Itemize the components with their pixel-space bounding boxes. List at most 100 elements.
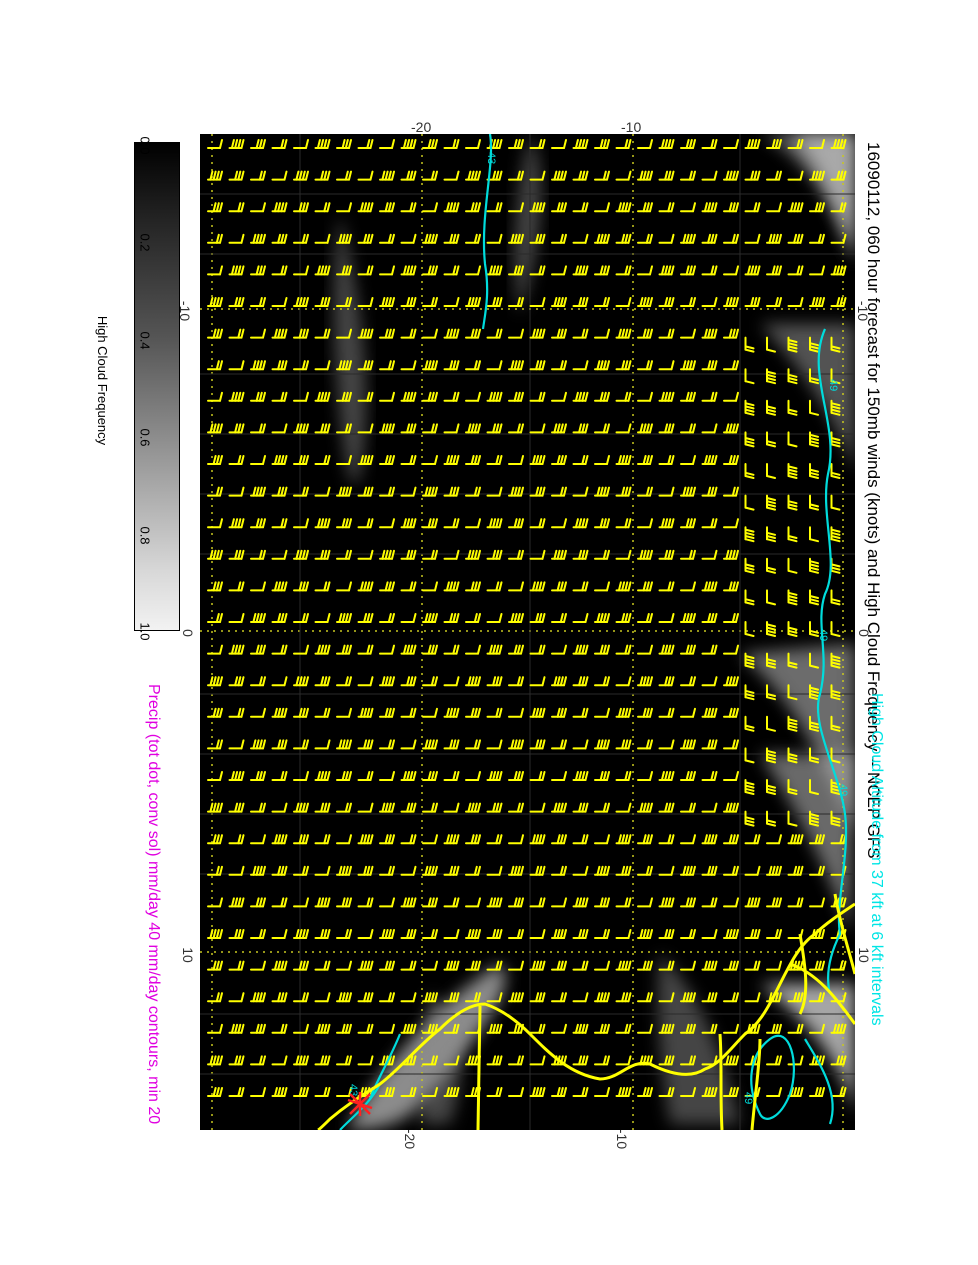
wind-barb-icon <box>680 739 696 750</box>
wind-barb-icon <box>486 834 503 845</box>
colorbar-label: 0.2 <box>137 233 153 252</box>
wind-barb-icon <box>615 865 632 876</box>
wind-barb-icon <box>357 929 374 939</box>
wind-barb-icon <box>658 929 675 939</box>
wind-barb-icon <box>486 739 503 750</box>
wind-barb-icon <box>250 644 266 655</box>
wind-barb-icon <box>658 455 675 465</box>
wind-barb-icon <box>228 423 245 434</box>
wind-barb-icon <box>809 494 819 511</box>
wind-barb-icon <box>250 1055 266 1066</box>
cloud-altitude-caption: High Cloud Altitude from 37 kft at 6 kft… <box>868 693 885 1026</box>
wind-barb-icon <box>228 328 245 339</box>
wind-barb-icon <box>271 960 288 971</box>
wind-barb-icon <box>207 486 223 497</box>
wind-barb-icon <box>379 265 395 276</box>
wind-barb-icon <box>379 581 395 592</box>
wind-barb-icon <box>572 613 589 623</box>
wind-barb-icon <box>336 739 352 750</box>
wind-barb-icon <box>422 834 438 845</box>
wind-barb-icon <box>400 486 417 497</box>
wind-barb-icon <box>766 463 776 479</box>
wind-barb-icon <box>572 139 589 149</box>
wind-barb-icon <box>701 802 718 813</box>
wind-barb-icon <box>766 621 776 637</box>
wind-barb-icon <box>422 929 438 939</box>
wind-barb-icon <box>228 202 245 213</box>
wind-barb-icon <box>207 707 223 718</box>
wind-barb-icon <box>508 360 524 371</box>
wind-barb-icon <box>744 865 761 876</box>
wind-barb-icon <box>551 739 567 750</box>
wind-barb-icon <box>379 423 395 434</box>
wind-barb-icon <box>336 202 352 213</box>
wind-barb-icon <box>207 865 223 876</box>
wind-barb-icon <box>486 455 503 465</box>
wind-barb-icon <box>314 202 331 213</box>
wind-barb-icon <box>809 960 825 971</box>
wind-barb-icon <box>271 328 288 339</box>
coastlines <box>317 893 855 1130</box>
wind-barb-icon <box>637 170 653 181</box>
wind-barb-icon <box>508 170 524 181</box>
wind-barb-icon <box>207 139 223 149</box>
wind-barb-icon <box>637 486 653 497</box>
wind-barb-icon <box>486 202 503 213</box>
wind-barb-icon <box>744 747 755 764</box>
wind-barb-icon <box>680 202 696 213</box>
wind-barb-icon <box>508 518 524 529</box>
wind-barb-icon <box>250 581 266 592</box>
wind-barb-icon <box>465 897 481 908</box>
wind-barb-icon <box>293 518 309 529</box>
wind-barb-icon <box>637 265 653 276</box>
wind-barb-icon <box>357 391 374 402</box>
wind-barb-icon <box>443 202 460 213</box>
wind-barb-icon <box>529 265 546 276</box>
wind-barb-icon <box>701 739 718 750</box>
wind-barb-icon <box>443 1023 460 1034</box>
wind-barb-icon <box>422 486 438 497</box>
wind-barb-icon <box>336 486 352 497</box>
wind-barb-icon <box>529 834 546 845</box>
wind-barb-icon <box>228 581 245 592</box>
wind-barb-icon <box>637 328 653 339</box>
wind-barb-icon <box>787 265 804 276</box>
wind-barb-icon <box>293 581 309 592</box>
wind-barb-icon <box>336 1055 352 1066</box>
wind-barb-icon <box>508 455 524 465</box>
tick-right: -10 <box>855 300 872 322</box>
wind-barb-icon <box>314 644 331 655</box>
wind-barb-icon <box>271 139 288 149</box>
wind-barb-icon <box>529 297 546 307</box>
wind-barb-icon <box>228 802 245 813</box>
wind-barb-icon <box>336 1087 352 1097</box>
wind-barb-icon <box>787 589 798 606</box>
wind-barb-icon <box>658 328 675 339</box>
wind-barb-icon <box>379 897 395 908</box>
wind-barb-icon <box>486 518 503 529</box>
wind-barb-icon <box>723 328 739 339</box>
wind-barb-icon <box>637 865 653 876</box>
wind-barb-icon <box>508 771 524 781</box>
wind-barb-icon <box>809 233 825 244</box>
wind-barb-icon <box>293 960 309 971</box>
wind-barb-icon <box>830 715 841 732</box>
wind-barb-icon <box>637 739 653 750</box>
wind-barb-icon <box>271 707 288 718</box>
wind-barb-icon <box>787 399 798 416</box>
wind-barb-icon <box>465 581 481 592</box>
wind-barb-icon <box>658 170 675 181</box>
wind-barb-icon <box>357 644 374 655</box>
wind-barb-icon <box>293 739 309 750</box>
wind-barb-icon <box>271 802 288 813</box>
wind-barb-icon <box>250 423 266 434</box>
wind-barb-icon <box>314 455 331 465</box>
wind-barb-icon <box>486 960 503 971</box>
wind-barb-icon <box>723 1087 739 1097</box>
wind-barb-icon <box>508 707 524 718</box>
wind-barb-icon <box>680 834 696 845</box>
wind-barb-icon <box>529 139 546 149</box>
wind-barb-icon <box>809 684 819 701</box>
wind-barb-icon <box>314 549 331 560</box>
wind-barb-icon <box>723 739 739 750</box>
